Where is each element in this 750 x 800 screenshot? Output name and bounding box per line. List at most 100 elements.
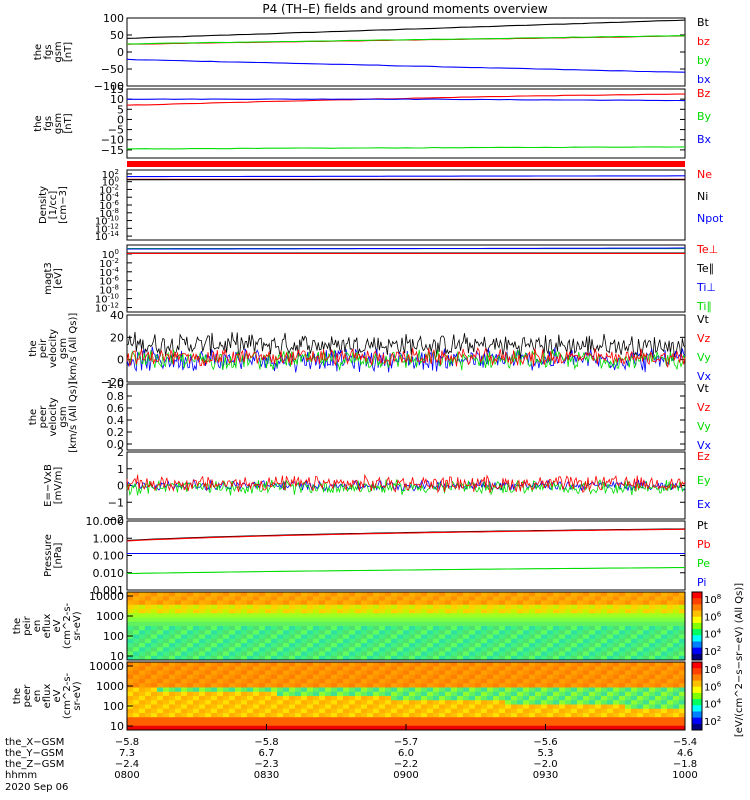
spectrogram-cell bbox=[667, 596, 674, 601]
spectrogram-cell bbox=[643, 662, 650, 667]
spectrogram-cell bbox=[589, 638, 596, 644]
spectrogram-cell bbox=[547, 679, 554, 684]
spectrogram-cell bbox=[445, 725, 452, 731]
spectrogram-cell bbox=[187, 647, 194, 652]
spectrogram-cell bbox=[163, 713, 170, 718]
spectrogram-cell bbox=[187, 666, 194, 671]
spectrogram-cell bbox=[355, 630, 362, 635]
spectrogram-cell bbox=[673, 617, 680, 623]
spectrogram-cell bbox=[499, 713, 506, 718]
spectrogram-cell bbox=[277, 674, 284, 680]
spectrogram-cell bbox=[535, 713, 542, 718]
spectrogram-cell bbox=[415, 717, 422, 722]
spectrogram-cell bbox=[451, 696, 458, 701]
spectrogram-cell bbox=[427, 604, 434, 610]
spectrogram-cell bbox=[511, 691, 518, 697]
spectrogram-cell bbox=[619, 638, 626, 644]
spectrogram-cell bbox=[283, 600, 290, 606]
spectrogram-cell bbox=[475, 638, 482, 644]
spectrogram-cell bbox=[397, 679, 404, 684]
spectrogram-cell bbox=[565, 630, 572, 635]
spectrogram-cell bbox=[667, 647, 674, 652]
spectrogram-cell bbox=[175, 630, 182, 635]
spectrogram-cell bbox=[289, 604, 296, 610]
spectrogram-cell bbox=[157, 626, 164, 631]
spectrogram-cell bbox=[589, 666, 596, 671]
spectrogram-cell bbox=[679, 725, 686, 731]
spectrogram-cell bbox=[223, 662, 230, 667]
spectrogram-cell bbox=[523, 600, 530, 606]
spectrogram-cell bbox=[529, 666, 536, 671]
spectrogram-cell bbox=[127, 725, 134, 731]
spectrogram-cell bbox=[613, 725, 620, 731]
spectrogram-cell bbox=[133, 662, 140, 667]
spectrogram-cell bbox=[211, 655, 218, 661]
spectrogram-cell bbox=[505, 700, 512, 705]
spectrogram-cell bbox=[223, 596, 230, 601]
spectrogram-cell bbox=[367, 655, 374, 661]
spectrogram-cell bbox=[199, 651, 206, 657]
spectrogram-cell bbox=[265, 630, 272, 635]
spectrogram-cell bbox=[295, 634, 302, 640]
spectrogram-cell bbox=[421, 630, 428, 635]
spectrogram-cell bbox=[199, 670, 206, 676]
spectrogram-cell bbox=[625, 596, 632, 601]
spectrogram-cell bbox=[193, 638, 200, 644]
spectrogram-cell bbox=[565, 662, 572, 667]
spectrogram-cell bbox=[595, 704, 602, 710]
spectrogram-cell bbox=[679, 613, 686, 618]
spectrogram-cell bbox=[421, 643, 428, 648]
y-axis-label-line: velocity bbox=[48, 329, 59, 368]
spectrogram-cell bbox=[139, 626, 146, 631]
axis-row-value: 6.0 bbox=[398, 748, 414, 759]
spectrogram-cell bbox=[631, 604, 638, 610]
spectrogram-cell bbox=[367, 670, 374, 676]
spectrogram-cell bbox=[619, 679, 626, 684]
spectrogram-cell bbox=[589, 626, 596, 631]
spectrogram-cell bbox=[181, 655, 188, 661]
spectrogram-cell bbox=[163, 696, 170, 701]
spectrogram-cell bbox=[361, 638, 368, 644]
spectrogram-cell bbox=[295, 721, 302, 727]
y-axis-label: the fgs gsm [nT] bbox=[33, 41, 74, 62]
axis-row-label: the_Y−GSM bbox=[5, 748, 64, 759]
spectrogram-cell bbox=[211, 634, 218, 640]
spectrogram-cell bbox=[169, 691, 176, 697]
spectrogram-cell bbox=[277, 683, 284, 688]
legend-entry: Pe bbox=[697, 557, 710, 570]
spectrogram-cell bbox=[271, 670, 278, 676]
spectrogram-cell bbox=[469, 630, 476, 635]
spectrogram-cell bbox=[421, 721, 428, 727]
spectrogram-cell bbox=[385, 666, 392, 671]
spectrogram-cell bbox=[313, 696, 320, 701]
axis-row-label: the_Z−GSM bbox=[5, 759, 64, 770]
y-tick-label: 2 bbox=[117, 446, 124, 459]
spectrogram-cell bbox=[517, 700, 524, 705]
spectrogram-cell bbox=[301, 643, 308, 648]
spectrogram-cell bbox=[181, 674, 188, 680]
spectrogram-cell bbox=[487, 638, 494, 644]
spectrogram-cell bbox=[229, 696, 236, 701]
spectrogram-cell bbox=[451, 687, 458, 693]
spectrogram-cell bbox=[439, 704, 446, 710]
spectrogram-cell bbox=[421, 704, 428, 710]
spectrogram-cell bbox=[295, 621, 302, 627]
spectrogram-cell bbox=[535, 651, 542, 657]
spectrogram-cell bbox=[637, 600, 644, 606]
spectrogram-cell bbox=[319, 617, 326, 623]
spectrogram-cell bbox=[169, 609, 176, 614]
y-axis-label-line: [eV] bbox=[53, 268, 64, 289]
spectrogram-cell bbox=[505, 674, 512, 680]
spectrogram-cell bbox=[301, 592, 308, 597]
spectrogram-cell bbox=[565, 651, 572, 657]
spectrogram-cell bbox=[619, 651, 626, 657]
spectrogram-cell bbox=[217, 647, 224, 652]
spectrogram-cell bbox=[577, 634, 584, 640]
spectrogram-cell bbox=[493, 609, 500, 614]
spectrogram-cell bbox=[457, 647, 464, 652]
series-vt bbox=[126, 331, 686, 359]
spectrogram-cell bbox=[349, 626, 356, 631]
spectrogram-cell bbox=[127, 670, 134, 676]
spectrogram-cell bbox=[667, 600, 674, 606]
spectrogram-cell bbox=[319, 708, 326, 714]
